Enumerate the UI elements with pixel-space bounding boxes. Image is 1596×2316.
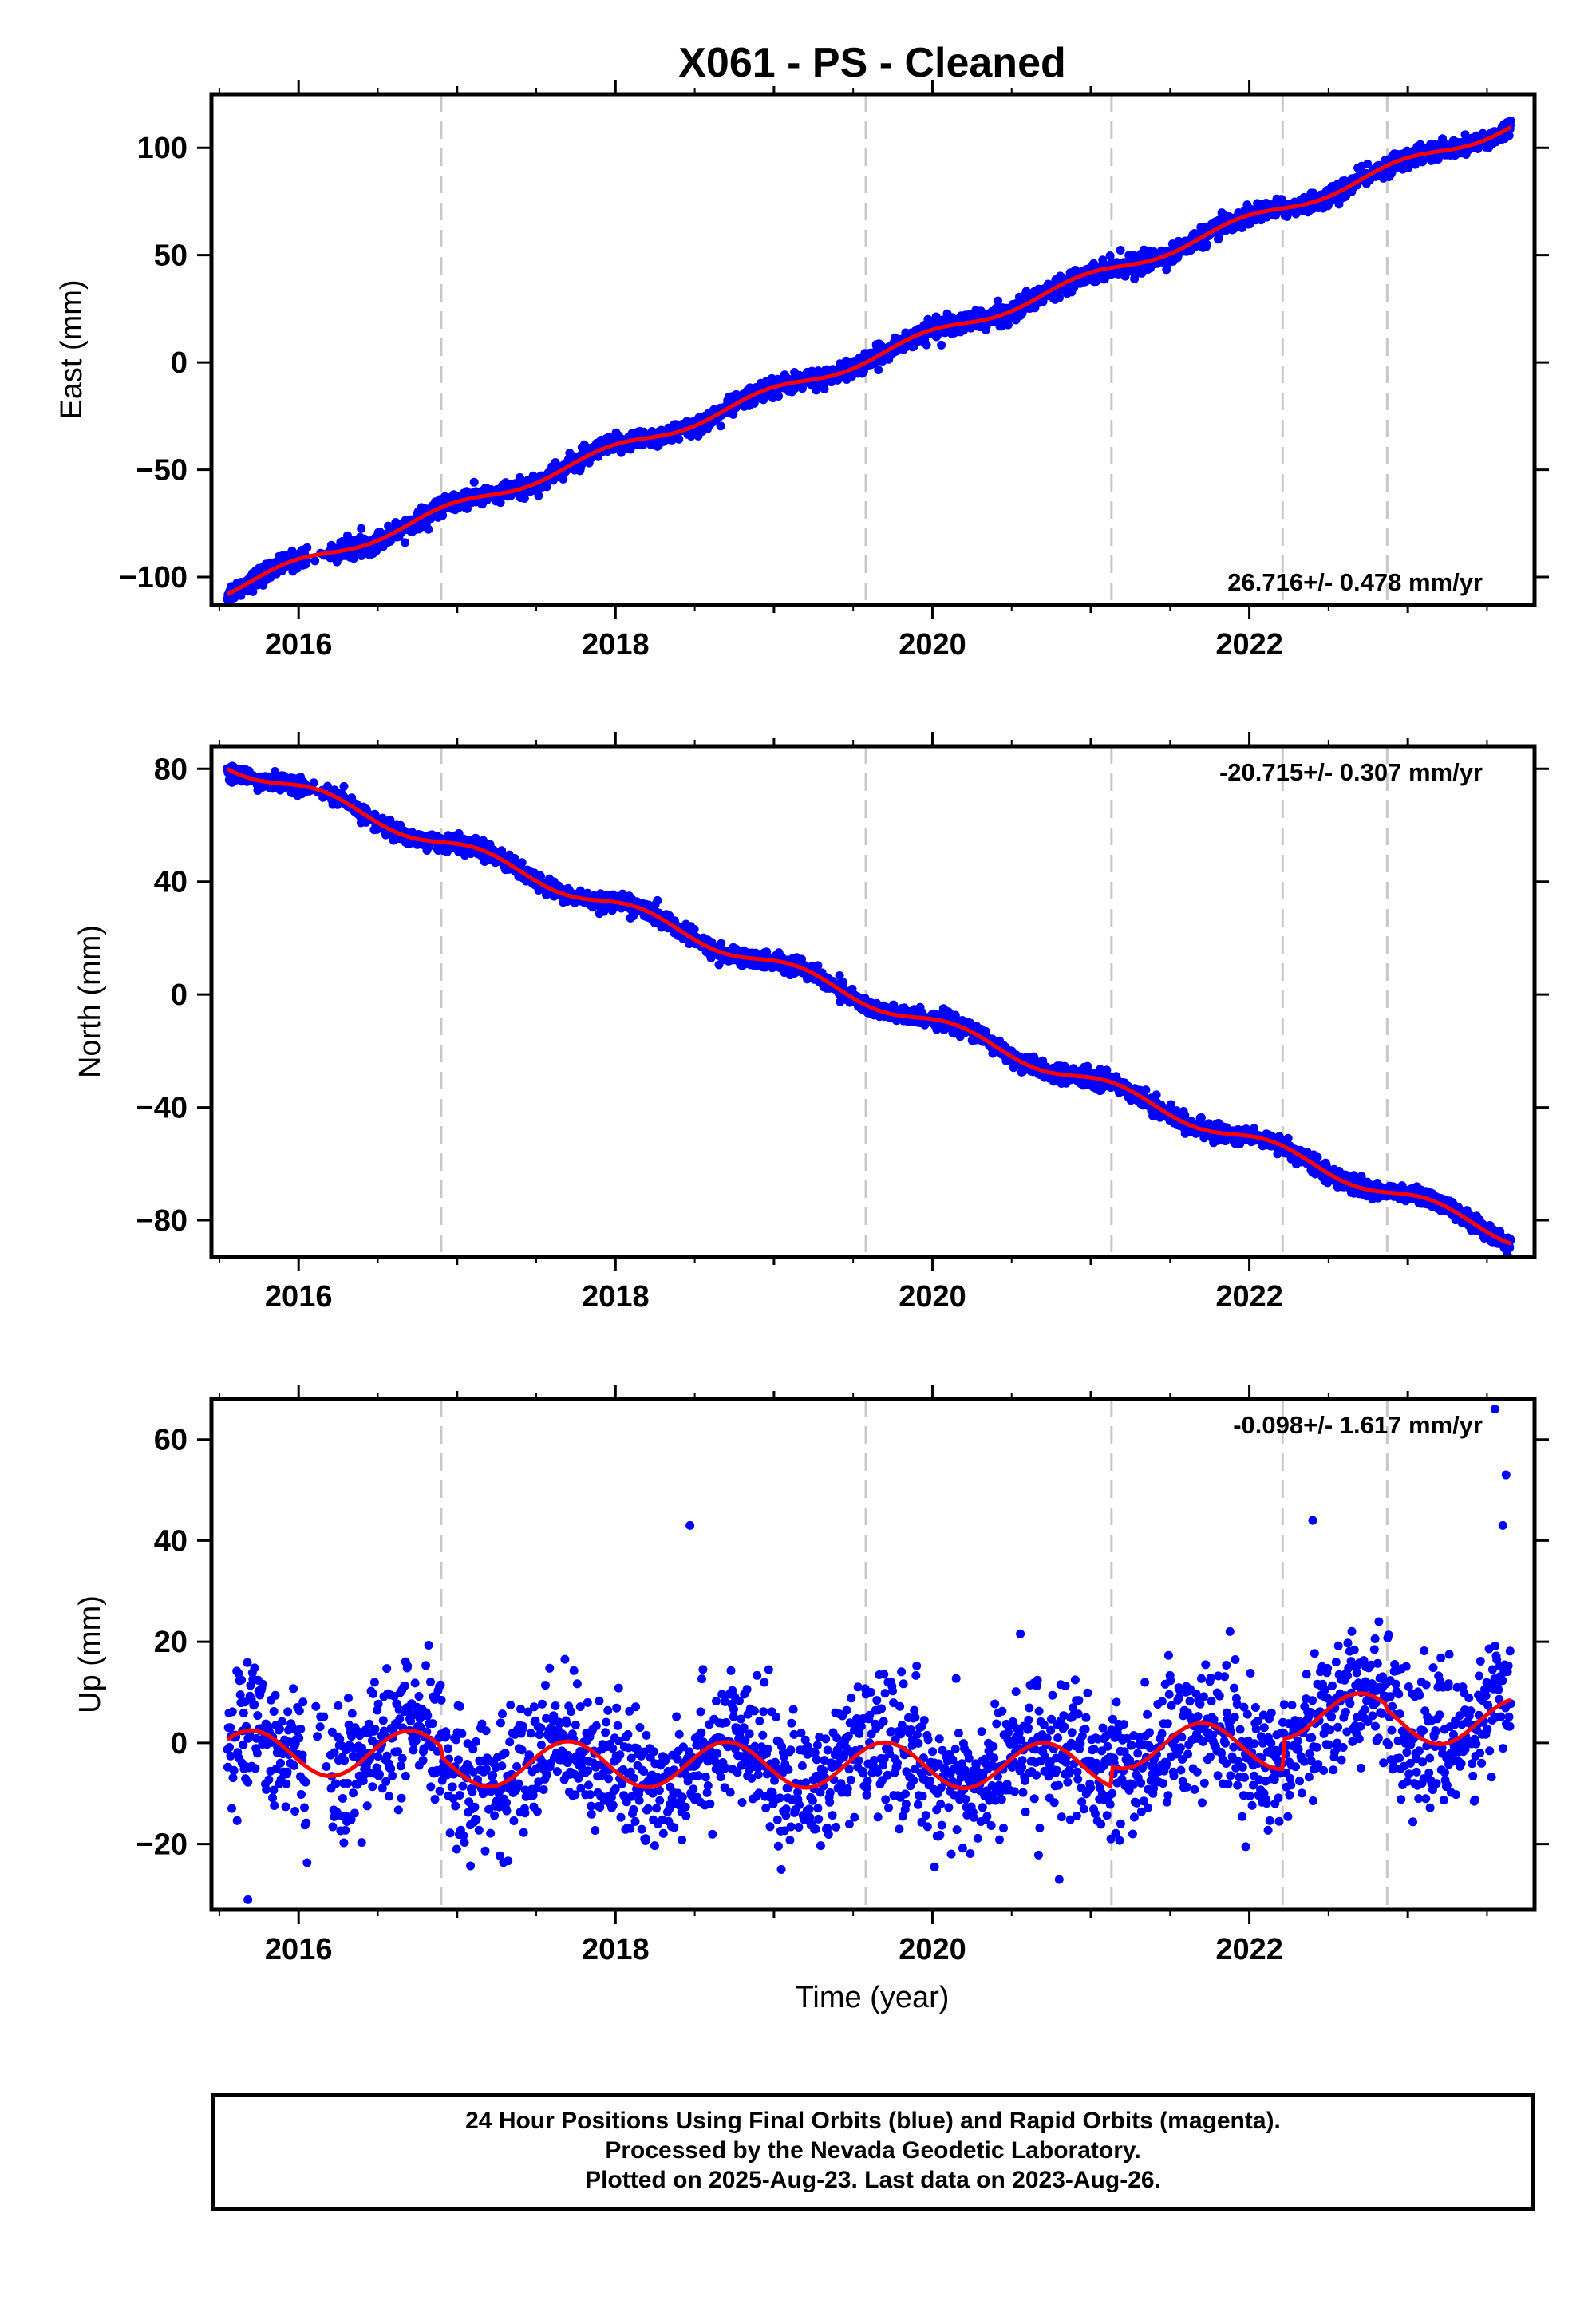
data-point [717, 939, 726, 948]
data-point [1214, 231, 1223, 241]
data-point [401, 538, 410, 547]
data-point [1003, 320, 1013, 330]
data-point [674, 434, 684, 444]
data-point [820, 384, 829, 393]
data-point [248, 587, 258, 596]
data-point [813, 961, 823, 970]
data-point [1196, 1113, 1206, 1122]
data-point [1504, 131, 1514, 140]
data-point [994, 296, 1003, 306]
figure-title: X061 - PS - Cleaned [678, 40, 1066, 86]
data-point [1102, 1065, 1112, 1075]
data-point [1506, 116, 1515, 125]
data-point [559, 474, 568, 484]
data-points [223, 761, 1515, 1257]
data-point [519, 494, 529, 503]
data-point [1091, 277, 1100, 287]
data-point [323, 781, 332, 791]
data-point [1313, 1152, 1322, 1162]
data-point [542, 482, 551, 492]
y-axis-label: East (mm) [55, 279, 89, 419]
data-point [689, 924, 699, 934]
data-point [1202, 239, 1211, 249]
x-tick-label: 2018 [582, 628, 650, 662]
plot-frame [209, 92, 1537, 607]
data-point [469, 477, 479, 487]
data-point [1083, 1061, 1092, 1071]
x-tick-label: 2020 [899, 628, 966, 662]
panel-east: 2016 2018 2020 2022 −100 −50 0 50 100 East (mm) 26… [55, 80, 1549, 662]
data-point [385, 815, 395, 824]
y-tick-label: 0 [171, 346, 188, 380]
y-tick-label: −50 [136, 454, 188, 488]
data-point [510, 854, 519, 863]
data-point [1363, 159, 1373, 168]
data-point [889, 1000, 899, 1010]
data-point [339, 781, 349, 791]
data-point [424, 524, 433, 534]
velocity-label: 26.716+/- 0.478 mm/yr [1227, 568, 1483, 596]
data-point [1460, 130, 1470, 140]
data-point [309, 778, 318, 788]
data-point [302, 543, 312, 552]
model-fit-line [226, 125, 1512, 596]
data-point [534, 491, 543, 500]
x-tick-label: 2022 [1215, 628, 1283, 662]
data-point [1141, 1085, 1151, 1095]
data-point [1055, 293, 1064, 302]
data-point [716, 421, 725, 431]
data-point [310, 556, 320, 566]
data-point [496, 498, 505, 508]
panels-group: 2016 2018 2020 2022 −100 −50 0 50 100 East (mm) 26… [55, 80, 1549, 1966]
data-point [874, 366, 883, 374]
data-point [479, 836, 488, 845]
data-point [839, 978, 848, 987]
data-point [1349, 1171, 1359, 1180]
data-point [343, 531, 352, 540]
data-point [438, 511, 448, 520]
data-point [1166, 1100, 1175, 1109]
data-point [517, 858, 527, 868]
data-point [372, 546, 381, 555]
data-point [653, 895, 662, 905]
data-point [536, 871, 546, 881]
y-tick-label: 100 [137, 132, 188, 165]
x-tick-label: 2016 [265, 628, 333, 662]
data-point [1283, 1133, 1293, 1143]
data-point [922, 340, 931, 350]
data-point [357, 524, 366, 533]
data-point [937, 340, 946, 350]
data-point [1116, 246, 1125, 255]
y-tick-label: −100 [119, 561, 188, 595]
data-point [774, 392, 784, 401]
data-point [835, 971, 844, 980]
data-point [1152, 1090, 1161, 1100]
y-tick-label: 50 [154, 239, 188, 273]
